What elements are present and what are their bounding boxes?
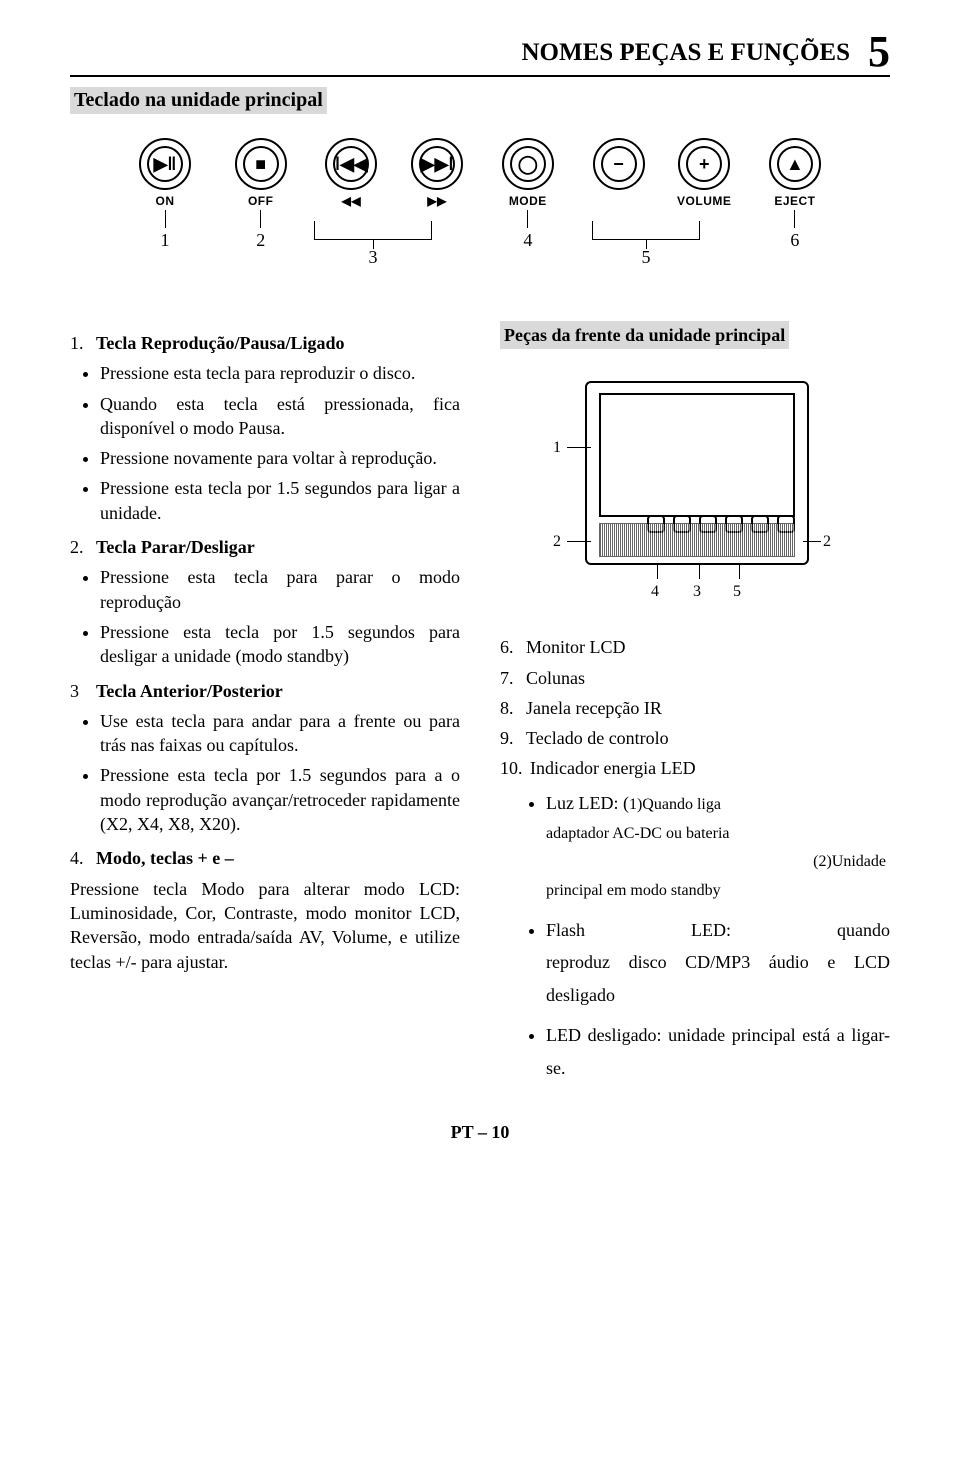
key-number: 4 <box>523 230 532 251</box>
key-number: 2 <box>256 230 265 251</box>
callout-2-left: 2 <box>553 531 561 553</box>
item-2-bullets: Pressione esta tecla para parar o modo r… <box>70 565 460 668</box>
bullet: Use esta tecla para andar para a frente … <box>100 709 460 758</box>
item-3-bullets: Use esta tecla para andar para a frente … <box>70 709 460 836</box>
key-label: OFF <box>248 194 274 208</box>
key-next: ▶▶ǀ ▶▶ <box>407 138 467 208</box>
bracket-number: 5 <box>642 247 651 268</box>
bracket-number: 3 <box>369 247 378 268</box>
key-off: ■ OFF 2 <box>226 138 296 251</box>
keypad-brackets: 3 5 <box>130 251 830 291</box>
key-on: ▶ǁ ON 1 <box>130 138 200 251</box>
stop-icon: ■ <box>235 138 287 190</box>
prev-icon: ǀ◀◀ <box>325 138 377 190</box>
callout-3: 3 <box>693 581 701 603</box>
led-bullet-1: Luz LED: (1)Quando liga adaptador AC-DC … <box>546 787 890 906</box>
key-label: MODE <box>509 194 547 208</box>
screen-icon <box>599 393 795 517</box>
item-title: Tecla Parar/Desligar <box>96 535 460 559</box>
key-label: ON <box>156 194 175 208</box>
right-column: Peças da frente da unidade principal 1 <box>500 321 890 1092</box>
led-bullet-2: FlashLED:quando reproduz disco CD/MP3 áu… <box>546 914 890 1011</box>
content-columns: 1. Tecla Reprodução/Pausa/Ligado Pressio… <box>70 321 890 1092</box>
bullet: Pressione novamente para voltar à reprod… <box>100 446 460 470</box>
leader-line <box>794 210 795 228</box>
plus-icon: + <box>678 138 730 190</box>
bullet: Pressione esta tecla por 1.5 segundos pa… <box>100 476 460 525</box>
item-1-heading: 1. Tecla Reprodução/Pausa/Ligado <box>70 331 460 355</box>
legend-list: 6.Monitor LCD 7.Colunas 8.Janela recepçã… <box>500 635 890 780</box>
legend-item: 6.Monitor LCD <box>500 635 890 659</box>
play-pause-icon: ▶ǁ <box>139 138 191 190</box>
leader-line <box>165 210 166 228</box>
key-label: ◀◀ <box>342 194 361 208</box>
led-sublist: Luz LED: (1)Quando liga adaptador AC-DC … <box>500 787 890 1084</box>
keypad-row: ▶ǁ ON 1 ■ OFF 2 ǀ◀◀ ◀◀ ▶▶ǀ ▶▶ <box>130 138 830 251</box>
key-prev: ǀ◀◀ ◀◀ <box>321 138 381 208</box>
item-4-heading: 4. Modo, teclas + e – <box>70 846 460 870</box>
mode-icon: ◯ <box>502 138 554 190</box>
monitor-diagram: 1 2 2 3 4 <box>545 381 845 611</box>
callout-2-right: 2 <box>823 531 831 553</box>
key-eject: ▲ EJECT 6 <box>760 138 830 251</box>
item-title: Modo, teclas + e – <box>96 846 460 870</box>
item-number: 3 <box>70 679 96 703</box>
bullet: Pressione esta tecla por 1.5 segundos pa… <box>100 620 460 669</box>
led-bullet-3: LED desligado: unidade principal está a … <box>546 1019 890 1084</box>
header-number: 5 <box>868 26 890 77</box>
bullet: Pressione esta tecla para parar o modo r… <box>100 565 460 614</box>
page: NOMES PEÇAS E FUNÇÕES 5 Teclado na unida… <box>0 0 960 1469</box>
monitor-outline <box>585 381 809 565</box>
key-number: 1 <box>161 230 170 251</box>
key-label: ▶▶ <box>427 194 446 208</box>
key-label: VOLUME <box>677 194 731 208</box>
left-column: 1. Tecla Reprodução/Pausa/Ligado Pressio… <box>70 321 460 1092</box>
item-number: 2. <box>70 535 96 559</box>
bullet: Pressione esta tecla por 1.5 segundos pa… <box>100 763 460 836</box>
bullet: Pressione esta tecla para reproduzir o d… <box>100 361 460 385</box>
legend-item: 9.Teclado de controlo <box>500 726 890 750</box>
bracket-5: 5 <box>592 221 700 240</box>
bullet: Quando esta tecla está pressionada, fica… <box>100 392 460 441</box>
item-2-heading: 2. Tecla Parar/Desligar <box>70 535 460 559</box>
leader-line <box>527 210 528 228</box>
minus-icon: − <box>593 138 645 190</box>
item-number: 4. <box>70 846 96 870</box>
key-minus: − <box>589 138 649 194</box>
legend-item: 7.Colunas <box>500 666 890 690</box>
right-section-title: Peças da frente da unidade principal <box>500 321 789 349</box>
legend-item: 10.Indicador energia LED <box>500 756 890 780</box>
item-title: Tecla Anterior/Posterior <box>96 679 460 703</box>
monitor-figure: 1 2 2 3 4 <box>545 381 845 611</box>
callout-1: 1 <box>553 437 561 459</box>
callout-4: 4 <box>651 581 659 603</box>
item-title: Tecla Reprodução/Pausa/Ligado <box>96 331 460 355</box>
header-title: NOMES PEÇAS E FUNÇÕES <box>521 39 850 67</box>
legend-item: 8.Janela recepção IR <box>500 696 890 720</box>
item-3-heading: 3 Tecla Anterior/Posterior <box>70 679 460 703</box>
key-plus: + VOLUME <box>674 138 734 208</box>
next-icon: ▶▶ǀ <box>411 138 463 190</box>
item-4-paragraph: Pressione tecla Modo para alterar modo L… <box>70 877 460 974</box>
section-title: Teclado na unidade principal <box>70 87 327 114</box>
speaker-icon <box>599 523 795 557</box>
eject-icon: ▲ <box>769 138 821 190</box>
key-label: EJECT <box>774 194 815 208</box>
keypad-figure: ▶ǁ ON 1 ■ OFF 2 ǀ◀◀ ◀◀ ▶▶ǀ ▶▶ <box>130 138 830 291</box>
item-number: 1. <box>70 331 96 355</box>
item-1-bullets: Pressione esta tecla para reproduzir o d… <box>70 361 460 525</box>
bracket-3: 3 <box>314 221 432 240</box>
key-mode: ◯ MODE 4 <box>493 138 563 251</box>
key-number: 6 <box>790 230 799 251</box>
page-header: NOMES PEÇAS E FUNÇÕES 5 <box>70 20 890 77</box>
page-footer: PT – 10 <box>70 1122 890 1143</box>
callout-5: 5 <box>733 581 741 603</box>
leader-line <box>260 210 261 228</box>
